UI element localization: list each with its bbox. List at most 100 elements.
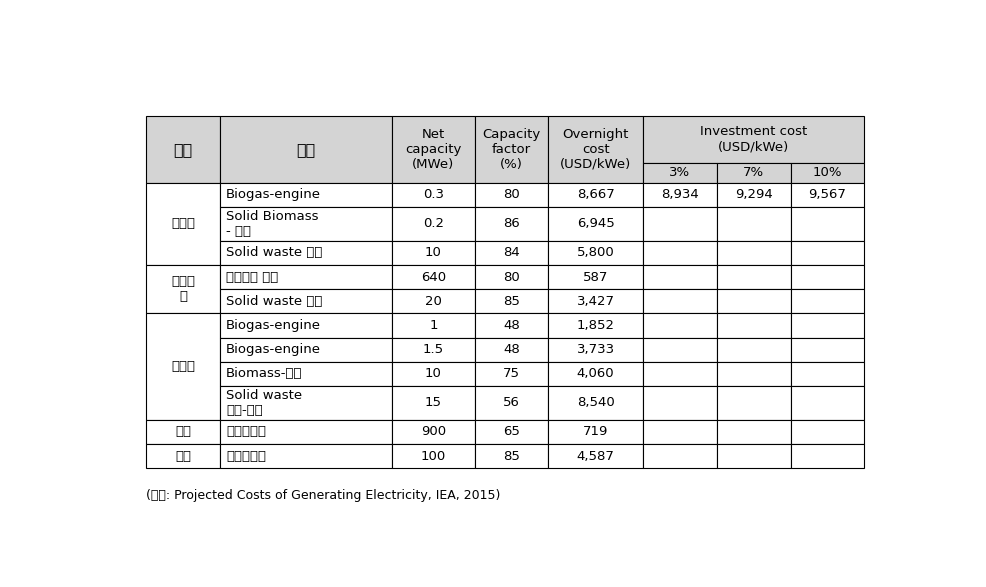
Text: 48: 48 xyxy=(503,319,520,332)
Text: 6,945: 6,945 xyxy=(577,217,614,230)
Bar xyxy=(643,338,717,362)
Bar xyxy=(643,116,865,163)
Text: 10%: 10% xyxy=(812,167,842,180)
Bar xyxy=(643,265,717,289)
Bar xyxy=(548,362,643,386)
Text: 640: 640 xyxy=(421,271,446,284)
Bar xyxy=(548,420,643,444)
Bar xyxy=(392,183,474,207)
Bar xyxy=(548,207,643,241)
Bar xyxy=(220,289,392,313)
Text: 바이오매스: 바이오매스 xyxy=(226,426,266,438)
Bar xyxy=(474,444,548,468)
Bar xyxy=(791,241,865,265)
Text: 10: 10 xyxy=(425,247,442,259)
Bar xyxy=(220,116,392,183)
Bar xyxy=(643,163,717,183)
Bar xyxy=(474,362,548,386)
Text: 이태리: 이태리 xyxy=(172,217,195,230)
Text: 9,567: 9,567 xyxy=(809,188,846,201)
Text: 7%: 7% xyxy=(743,167,764,180)
Bar xyxy=(717,163,791,183)
Bar xyxy=(643,207,717,241)
Text: 3,427: 3,427 xyxy=(577,295,614,308)
Bar xyxy=(643,444,717,468)
Bar xyxy=(791,386,865,420)
Text: 8,934: 8,934 xyxy=(661,188,699,201)
Text: 84: 84 xyxy=(503,247,520,259)
Text: 20: 20 xyxy=(425,295,442,308)
Text: 스페인: 스페인 xyxy=(172,360,195,373)
Bar xyxy=(643,183,717,207)
Bar xyxy=(548,289,643,313)
Text: 48: 48 xyxy=(503,343,520,356)
Bar xyxy=(474,289,548,313)
Bar xyxy=(474,338,548,362)
Bar xyxy=(717,313,791,338)
Text: 86: 86 xyxy=(503,217,520,230)
Text: 1,852: 1,852 xyxy=(577,319,614,332)
Bar xyxy=(220,207,392,241)
Bar xyxy=(474,183,548,207)
Text: 기술: 기술 xyxy=(297,141,316,157)
Bar xyxy=(643,313,717,338)
Bar xyxy=(717,338,791,362)
Bar xyxy=(220,183,392,207)
Bar xyxy=(548,265,643,289)
Text: 80: 80 xyxy=(503,188,520,201)
Bar xyxy=(392,420,474,444)
Bar xyxy=(791,362,865,386)
Bar xyxy=(791,444,865,468)
Bar xyxy=(392,116,474,183)
Bar xyxy=(220,313,392,338)
Text: 8,540: 8,540 xyxy=(577,396,614,409)
Bar xyxy=(791,338,865,362)
Text: 100: 100 xyxy=(421,450,446,463)
Bar xyxy=(717,207,791,241)
Bar xyxy=(146,183,220,265)
Bar xyxy=(548,338,643,362)
Bar xyxy=(220,265,392,289)
Bar xyxy=(392,265,474,289)
Bar xyxy=(392,444,474,468)
Text: Solid Biomass
- 터빈: Solid Biomass - 터빈 xyxy=(226,210,318,238)
Bar xyxy=(548,386,643,420)
Bar xyxy=(392,207,474,241)
Text: 10: 10 xyxy=(425,367,442,380)
Bar xyxy=(791,183,865,207)
Bar xyxy=(717,444,791,468)
Bar xyxy=(717,265,791,289)
Bar xyxy=(392,338,474,362)
Bar xyxy=(474,241,548,265)
Text: Solid waste
소각-터빈: Solid waste 소각-터빈 xyxy=(226,389,303,417)
Text: 1.5: 1.5 xyxy=(423,343,444,356)
Bar xyxy=(146,420,220,444)
Bar xyxy=(717,386,791,420)
Text: 우드펠렛 혼소: 우드펠렛 혼소 xyxy=(226,271,278,284)
Bar xyxy=(220,420,392,444)
Bar xyxy=(220,444,392,468)
Bar xyxy=(146,444,220,468)
Bar xyxy=(548,444,643,468)
Text: 3%: 3% xyxy=(669,167,690,180)
Text: 네델란
드: 네델란 드 xyxy=(172,275,195,303)
Bar xyxy=(220,362,392,386)
Text: 4,587: 4,587 xyxy=(577,450,614,463)
Text: 국가: 국가 xyxy=(174,141,192,157)
Text: 9,294: 9,294 xyxy=(735,188,772,201)
Bar xyxy=(791,207,865,241)
Bar xyxy=(474,386,548,420)
Text: 미국: 미국 xyxy=(176,450,191,463)
Text: 65: 65 xyxy=(503,426,520,438)
Bar xyxy=(146,116,220,183)
Bar xyxy=(548,116,643,183)
Text: (출처: Projected Costs of Generating Electricity, IEA, 2015): (출처: Projected Costs of Generating Elect… xyxy=(146,489,501,502)
Bar xyxy=(474,207,548,241)
Bar xyxy=(220,338,392,362)
Bar xyxy=(643,420,717,444)
Bar xyxy=(643,386,717,420)
Text: Capacity
factor
(%): Capacity factor (%) xyxy=(482,127,540,171)
Text: 15: 15 xyxy=(425,396,442,409)
Text: Net
capacity
(MWe): Net capacity (MWe) xyxy=(405,127,461,171)
Text: 4,060: 4,060 xyxy=(577,367,614,380)
